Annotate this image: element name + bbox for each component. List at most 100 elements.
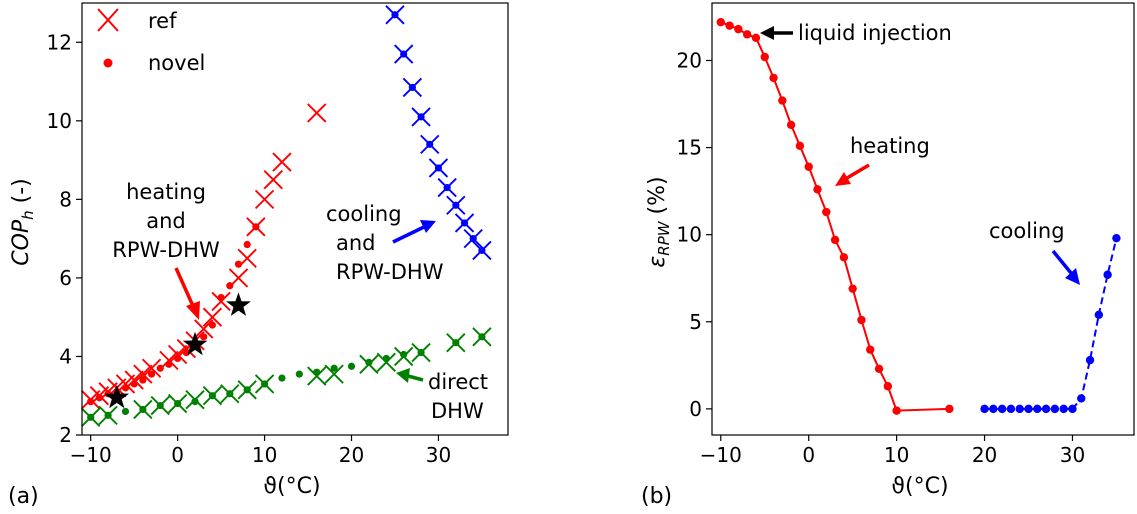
data-point-novel bbox=[147, 370, 156, 378]
data-point-novel bbox=[87, 398, 95, 406]
annotation-cooling-rpw-line1: cooling bbox=[326, 202, 402, 226]
annotation-direct-dhw-line1: direct bbox=[428, 370, 488, 394]
panel-a-frame bbox=[81, 2, 509, 436]
data-point-novel bbox=[443, 183, 451, 192]
annotation-heating-rpw-line2: and bbox=[146, 209, 186, 233]
annotation-heating-rpw: heating and RPW-DHW bbox=[112, 180, 220, 320]
data-point-novel bbox=[174, 354, 182, 363]
data-point-novel bbox=[295, 370, 303, 378]
annotation-heating-rpw-arrowhead bbox=[186, 301, 200, 320]
data-point-cooling bbox=[1041, 404, 1051, 414]
data-point-cooling bbox=[980, 404, 989, 414]
panel-a-xtick-label: 0 bbox=[171, 443, 184, 467]
data-point-ref bbox=[211, 291, 231, 312]
data-point-novel bbox=[252, 223, 260, 231]
panel-b-xlabel: ϑ(°C) bbox=[891, 474, 948, 499]
data-point-novel bbox=[426, 140, 434, 148]
panel-a-series-2 bbox=[385, 5, 492, 261]
data-point-heating bbox=[716, 17, 725, 27]
data-point-heating bbox=[874, 364, 884, 374]
data-point-novel bbox=[278, 374, 286, 382]
panel-a-series-6 bbox=[104, 292, 251, 409]
data-point-novel bbox=[460, 219, 469, 227]
data-point-cooling bbox=[1103, 270, 1112, 279]
data-point-heating bbox=[892, 406, 901, 415]
data-point-heating bbox=[769, 73, 778, 83]
data-point-ref bbox=[324, 364, 344, 384]
data-point-cooling bbox=[1068, 404, 1077, 414]
data-point-cooling bbox=[1033, 404, 1042, 414]
annotation-cooling-arrow bbox=[1051, 249, 1073, 275]
data-point-novel bbox=[417, 113, 425, 121]
annotation-direct-dhw-arrowhead bbox=[396, 368, 410, 383]
data-point-heating bbox=[778, 96, 787, 105]
panel-a-ytick-label: 6 bbox=[59, 266, 72, 290]
panel-a-ytick-label: 10 bbox=[47, 109, 72, 133]
data-point-heating bbox=[830, 235, 840, 245]
data-point-ref bbox=[167, 344, 188, 365]
panel-a-xtick-label: 20 bbox=[339, 443, 364, 467]
data-point-heating bbox=[857, 315, 866, 325]
legend-ref-label: ref bbox=[148, 9, 177, 33]
panel-b-chart: −10 0 10 20 30 0 5 10 15 20 ϑ(°C) εRPW (%) (b) li… bbox=[641, 2, 1135, 509]
data-point-novel bbox=[208, 321, 217, 329]
panel-b-ytick-label: 20 bbox=[677, 48, 702, 72]
data-point-novel bbox=[226, 390, 234, 398]
panel-b-ytick-label: 5 bbox=[689, 310, 702, 334]
data-point-heating bbox=[725, 21, 734, 30]
data-point-novel bbox=[243, 240, 251, 249]
annotation-heating-arrow bbox=[846, 163, 870, 180]
panel-b-xtick-label: 30 bbox=[1060, 443, 1085, 467]
data-point-novel bbox=[408, 83, 416, 92]
data-point-novel bbox=[382, 354, 390, 363]
annotation-cooling-rpw-arrowhead bbox=[420, 220, 436, 233]
data-point-novel bbox=[478, 246, 486, 255]
data-point-novel bbox=[434, 164, 443, 172]
legend-novel-marker bbox=[103, 58, 113, 68]
annotation-heating: heating bbox=[835, 134, 930, 186]
data-point-cooling bbox=[1015, 404, 1024, 414]
data-point-ref bbox=[133, 364, 153, 384]
data-point-novel bbox=[104, 411, 112, 419]
data-point-novel bbox=[165, 360, 173, 368]
data-point-novel bbox=[95, 394, 103, 402]
annotation-liquid-injection-label: liquid injection bbox=[798, 21, 952, 45]
data-point-ref bbox=[263, 170, 283, 190]
panel-a-chart: −10 0 10 20 30 2 4 6 8 10 12 ϑ(°C) COPh (-) (a) re… bbox=[8, 2, 509, 509]
data-point-novel bbox=[130, 380, 138, 388]
data-point-heating bbox=[822, 207, 831, 217]
data-point-heating bbox=[848, 284, 857, 293]
panel-a-xlabel: ϑ(°C) bbox=[263, 474, 320, 499]
legend: ref novel bbox=[97, 8, 205, 75]
annotation-heating-label: heating bbox=[850, 134, 930, 158]
panel-b-series-0 bbox=[716, 17, 954, 415]
data-point-heating bbox=[945, 404, 954, 414]
data-point-heating bbox=[786, 120, 796, 130]
legend-novel-label: novel bbox=[148, 51, 205, 75]
data-point-ref bbox=[307, 366, 327, 386]
data-point-novel bbox=[400, 350, 408, 359]
panel-b-series-1 bbox=[980, 233, 1121, 414]
data-point-ref bbox=[307, 103, 327, 123]
data-point-heating bbox=[839, 253, 849, 262]
series-line-heating bbox=[720, 21, 950, 412]
annotation-cooling-rpw-arrow bbox=[392, 225, 425, 244]
data-point-novel bbox=[400, 50, 408, 58]
data-point-heating bbox=[795, 141, 805, 151]
data-point-heating bbox=[883, 382, 893, 391]
data-point-heating bbox=[751, 33, 761, 43]
panel-b-xtick-label: −10 bbox=[700, 443, 742, 467]
data-point-cooling bbox=[1024, 404, 1033, 414]
data-point-ref bbox=[272, 152, 292, 172]
panel-b-xtick-label: 10 bbox=[884, 443, 909, 467]
annotation-cooling-label: cooling bbox=[989, 219, 1065, 243]
legend-ref-marker bbox=[97, 8, 119, 32]
data-point-novel bbox=[156, 364, 164, 372]
panel-a-ytick-label: 8 bbox=[59, 187, 72, 211]
annotation-cooling: cooling bbox=[989, 219, 1080, 285]
data-point-ref bbox=[141, 358, 162, 378]
data-point-novel bbox=[208, 392, 217, 400]
data-point-novel bbox=[139, 376, 147, 384]
data-point-heating bbox=[760, 52, 769, 62]
data-point-ref bbox=[202, 307, 223, 327]
